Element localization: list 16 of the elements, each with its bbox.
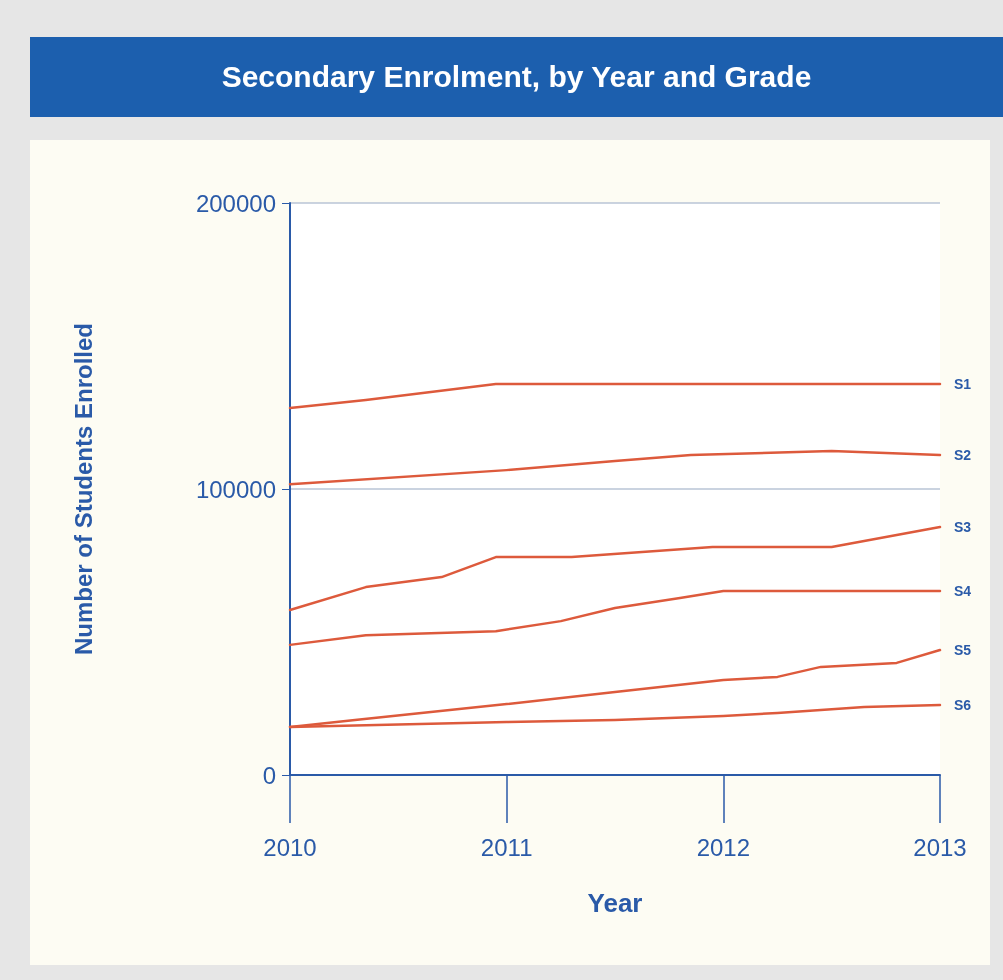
series-label: S2 bbox=[954, 446, 972, 463]
x-tick-label: 2012 bbox=[696, 833, 751, 861]
y-tick-label: 200000 bbox=[195, 189, 276, 217]
series-label: S3 bbox=[954, 519, 972, 536]
x-tick-label: 2013 bbox=[913, 833, 967, 861]
x-axis-title: Year bbox=[587, 888, 643, 918]
chart-title: Secondary Enrolment, by Year and Grade bbox=[30, 37, 1003, 117]
series-label: S4 bbox=[954, 583, 972, 600]
y-axis-title: Number of Students Enrolled bbox=[69, 322, 97, 656]
x-tick-label: 2010 bbox=[263, 833, 317, 861]
y-tick-label: 0 bbox=[262, 761, 276, 789]
series-label: S5 bbox=[954, 642, 972, 659]
series-label: S6 bbox=[954, 696, 972, 713]
x-tick-label: 2011 bbox=[480, 833, 533, 861]
series-label: S1 bbox=[954, 376, 972, 393]
y-tick-label: 100000 bbox=[195, 475, 276, 503]
